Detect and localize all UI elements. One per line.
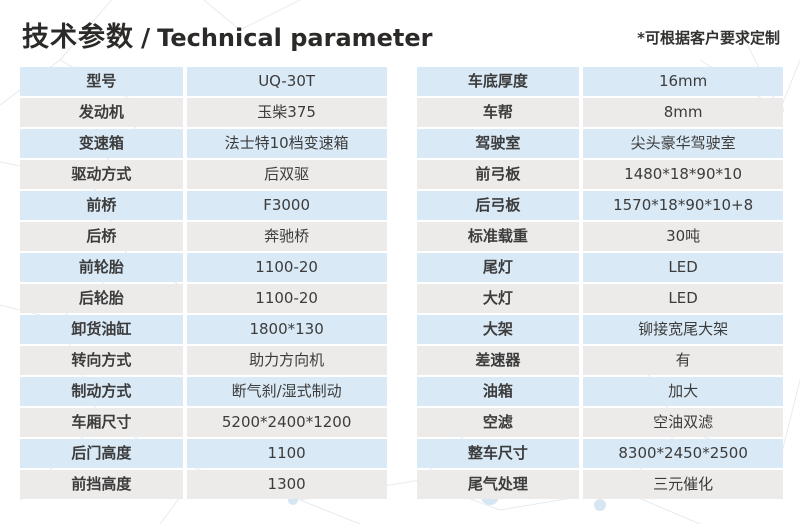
param-value: 30吨	[583, 222, 783, 251]
table-row: 驱动方式 后双驱	[20, 160, 387, 189]
param-value: LED	[583, 253, 783, 282]
param-value: 三元催化	[583, 470, 783, 499]
param-label: 整车尺寸	[416, 439, 584, 468]
param-value: 16mm	[583, 67, 783, 96]
table-row: 车帮 8mm	[416, 98, 783, 127]
param-value: 1800*130	[186, 315, 387, 344]
param-value: 1100-20	[186, 253, 387, 282]
table-row: 发动机 玉柴375	[20, 98, 387, 127]
left-spec-table: 型号 UQ-30T 发动机 玉柴375 变速箱 法士特10档变速箱 驱动方式 后双驱 前…	[20, 67, 387, 501]
param-value: 助力方向机	[186, 346, 387, 375]
table-row: 型号 UQ-30T	[20, 67, 387, 96]
table-row: 整车尺寸 8300*2450*2500	[416, 439, 783, 468]
param-label: 前桥	[20, 191, 187, 220]
table-row: 前桥 F3000	[20, 191, 387, 220]
param-value: 1570*18*90*10+8	[583, 191, 783, 220]
param-value: UQ-30T	[186, 67, 387, 96]
table-row: 大灯 LED	[416, 284, 783, 313]
param-value: 1480*18*90*10	[583, 160, 783, 189]
param-value: 1100	[186, 439, 387, 468]
param-label: 后轮胎	[20, 284, 187, 313]
table-row: 后轮胎 1100-20	[20, 284, 387, 313]
param-value: 空油双滤	[583, 408, 783, 437]
param-label: 油箱	[416, 377, 584, 406]
param-label: 前挡高度	[20, 470, 187, 499]
customization-note: *可根据客户要求定制	[637, 29, 780, 47]
param-value: 加大	[583, 377, 783, 406]
param-label: 空滤	[416, 408, 584, 437]
param-label: 标准载重	[416, 222, 584, 251]
table-row: 制动方式 断气刹/湿式制动	[20, 377, 387, 406]
param-value: 1100-20	[186, 284, 387, 313]
spec-tables: 型号 UQ-30T 发动机 玉柴375 变速箱 法士特10档变速箱 驱动方式 后双驱 前…	[0, 67, 800, 501]
table-row: 空滤 空油双滤	[416, 408, 783, 437]
header: 技术参数 / Technical parameter *可根据客户要求定制	[0, 0, 800, 67]
table-row: 后弓板 1570*18*90*10+8	[416, 191, 783, 220]
table-row: 差速器有	[416, 346, 783, 375]
param-label: 转向方式	[20, 346, 187, 375]
table-row: 前轮胎 1100-20	[20, 253, 387, 282]
title-separator: /	[141, 23, 151, 52]
param-value: 8300*2450*2500	[583, 439, 783, 468]
param-value: 5200*2400*1200	[186, 408, 387, 437]
param-value: 奔驰桥	[186, 222, 387, 251]
table-row: 车底厚度 16mm	[416, 67, 783, 96]
param-label: 变速箱	[20, 129, 187, 158]
table-row: 转向方式 助力方向机	[20, 346, 387, 375]
param-value: 尖头豪华驾驶室	[583, 129, 783, 158]
param-label: 大架	[416, 315, 584, 344]
param-value: 8mm	[583, 98, 783, 127]
table-row: 标准载重 30吨	[416, 222, 783, 251]
param-label: 尾气处理	[416, 470, 584, 499]
param-value: 有	[583, 346, 783, 375]
table-row: 变速箱 法士特10档变速箱	[20, 129, 387, 158]
table-row: 车厢尺寸 5200*2400*1200	[20, 408, 387, 437]
table-row: 前挡高度 1300	[20, 470, 387, 499]
param-label: 驱动方式	[20, 160, 187, 189]
table-row: 卸货油缸 1800*130	[20, 315, 387, 344]
page-title: 技术参数 / Technical parameter	[22, 15, 433, 54]
param-value: F3000	[186, 191, 387, 220]
param-label: 前轮胎	[20, 253, 187, 282]
param-value: 玉柴375	[186, 98, 387, 127]
table-row: 驾驶室 尖头豪华驾驶室	[416, 129, 783, 158]
table-row: 尾气处理 三元催化	[416, 470, 783, 499]
right-spec-table: 车底厚度 16mm 车帮 8mm 驾驶室 尖头豪华驾驶室 前弓板 1480*18*90*…	[416, 67, 783, 501]
table-row: 前弓板 1480*18*90*10	[416, 160, 783, 189]
param-label: 前弓板	[416, 160, 584, 189]
param-label: 后门高度	[20, 439, 187, 468]
page-title-chinese: 技术参数	[22, 22, 134, 53]
param-value: LED	[583, 284, 783, 313]
param-label: 型号	[20, 67, 187, 96]
param-label: 车帮	[416, 98, 584, 127]
param-value: 后双驱	[186, 160, 387, 189]
table-row: 后门高度 1100	[20, 439, 387, 468]
param-value: 法士特10档变速箱	[186, 129, 387, 158]
param-label: 后弓板	[416, 191, 584, 220]
param-label: 车厢尺寸	[20, 408, 187, 437]
param-label: 尾灯	[416, 253, 584, 282]
table-row: 后桥 奔驰桥	[20, 222, 387, 251]
param-value: 1300	[186, 470, 387, 499]
param-label: 卸货油缸	[20, 315, 187, 344]
param-label: 发动机	[20, 98, 187, 127]
table-row: 尾灯 LED	[416, 253, 783, 282]
param-label: 差速器	[416, 346, 584, 375]
param-label: 车底厚度	[416, 67, 584, 96]
param-label: 大灯	[416, 284, 584, 313]
param-value: 铆接宽尾大架	[583, 315, 783, 344]
param-label: 制动方式	[20, 377, 187, 406]
param-value: 断气刹/湿式制动	[186, 377, 387, 406]
table-row: 油箱 加大	[416, 377, 783, 406]
param-label: 后桥	[20, 222, 187, 251]
table-row: 大架 铆接宽尾大架	[416, 315, 783, 344]
param-label: 驾驶室	[416, 129, 584, 158]
page-title-english: Technical parameter	[157, 24, 433, 52]
